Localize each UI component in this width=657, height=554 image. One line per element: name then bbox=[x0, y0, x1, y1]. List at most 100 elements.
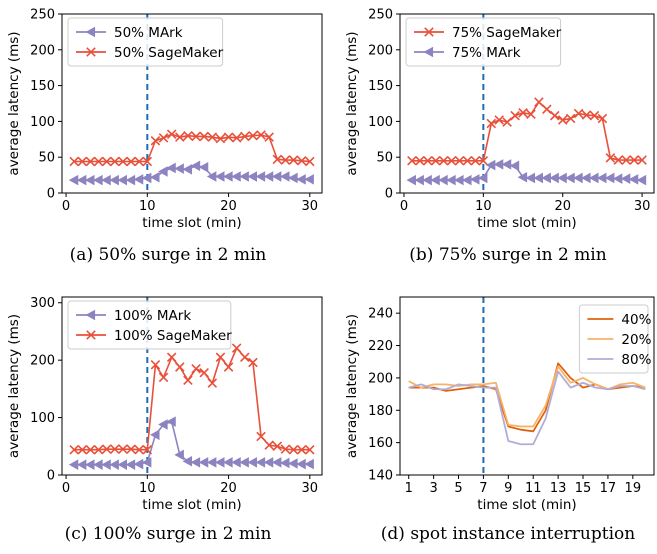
x-tick-label: 0 bbox=[400, 199, 408, 214]
data-point bbox=[166, 352, 177, 363]
data-point-stroke-b bbox=[101, 156, 112, 167]
data-point bbox=[198, 161, 209, 173]
data-point bbox=[199, 368, 209, 378]
data-point bbox=[550, 110, 560, 121]
data-point-stroke-b bbox=[199, 368, 209, 378]
data-point-stroke-b bbox=[158, 133, 169, 143]
panel-1: 0 10 20 30 0 50 100 150 200 250 time slot (min) ave… bbox=[6, 8, 323, 265]
data-point bbox=[446, 174, 456, 186]
data-point bbox=[110, 444, 120, 454]
data-point bbox=[604, 172, 615, 184]
data-point bbox=[541, 172, 551, 184]
data-point-stroke-b bbox=[534, 97, 544, 107]
data-point-stroke-b bbox=[93, 444, 104, 455]
data-point bbox=[589, 110, 600, 121]
x-tick-label: 13 bbox=[550, 481, 567, 496]
data-point bbox=[478, 156, 489, 166]
legend-marker bbox=[85, 26, 96, 38]
data-point bbox=[486, 118, 497, 129]
data-point-stroke-b bbox=[231, 133, 242, 143]
data-point bbox=[126, 156, 136, 167]
data-point bbox=[215, 457, 225, 468]
data-point-stroke-b bbox=[110, 156, 120, 167]
x-tick-label: 5 bbox=[454, 481, 462, 496]
data-point-stroke-b bbox=[77, 156, 88, 167]
legend: 50% MArk 50% SageMaker bbox=[67, 17, 224, 67]
data-point-stroke-b bbox=[407, 156, 417, 166]
data-point-stroke-b bbox=[280, 444, 291, 454]
x-tick-label: 20 bbox=[220, 199, 237, 214]
legend-marker bbox=[423, 46, 434, 58]
data-point bbox=[207, 378, 218, 388]
data-point bbox=[206, 457, 217, 468]
x-tick-label: 7 bbox=[479, 481, 487, 496]
data-point bbox=[557, 172, 567, 184]
data-point bbox=[223, 457, 233, 468]
y-tick-label: 250 bbox=[30, 8, 55, 23]
data-point-stroke-b bbox=[613, 155, 624, 165]
data-point bbox=[126, 444, 136, 454]
y-tick-label: 150 bbox=[368, 79, 393, 94]
x-tick-label: 30 bbox=[302, 199, 319, 214]
data-point-stroke-b bbox=[296, 444, 307, 455]
data-point bbox=[182, 164, 193, 175]
y-tick-label: 200 bbox=[30, 43, 55, 58]
data-point-stroke-b bbox=[502, 117, 512, 127]
data-point bbox=[182, 455, 193, 467]
data-point bbox=[93, 459, 103, 470]
panel-caption: (d) spot instance interruption bbox=[381, 524, 636, 544]
y-tick-label: 200 bbox=[368, 43, 393, 58]
series-line-2 bbox=[74, 347, 310, 451]
data-point bbox=[605, 153, 616, 163]
data-point bbox=[534, 97, 544, 107]
data-point bbox=[191, 131, 201, 142]
data-point bbox=[133, 174, 144, 185]
data-point bbox=[581, 110, 592, 120]
panel-caption: (b) 75% surge in 2 min bbox=[409, 245, 606, 265]
data-point-stroke-b bbox=[256, 431, 266, 442]
data-point bbox=[142, 156, 153, 167]
data-point bbox=[256, 431, 266, 442]
y-tick-label: 220 bbox=[368, 339, 393, 354]
x-tick-label: 9 bbox=[504, 481, 512, 496]
data-point-stroke-b bbox=[142, 444, 153, 455]
legend-box bbox=[578, 304, 649, 374]
data-point bbox=[118, 156, 128, 167]
data-point bbox=[581, 172, 591, 184]
data-point-stroke-b bbox=[134, 156, 144, 167]
data-point bbox=[296, 174, 306, 185]
legend-marker-stroke-b bbox=[86, 47, 96, 57]
data-point bbox=[533, 172, 543, 184]
data-point bbox=[573, 108, 584, 119]
x-axis-label: time slot (min) bbox=[142, 215, 241, 231]
x-axis-label: time slot (min) bbox=[477, 497, 576, 513]
data-point bbox=[264, 440, 274, 450]
data-point bbox=[454, 156, 465, 166]
data-point bbox=[215, 171, 225, 182]
data-point bbox=[494, 115, 504, 125]
data-point bbox=[430, 174, 440, 186]
y-axis-label: average latency (ms) bbox=[344, 31, 360, 175]
data-point bbox=[596, 172, 607, 184]
data-point bbox=[264, 132, 274, 142]
data-point bbox=[406, 174, 416, 186]
data-point bbox=[93, 444, 104, 455]
data-point bbox=[637, 155, 647, 165]
legend-label: 100% SageMaker bbox=[114, 328, 232, 344]
data-point bbox=[485, 159, 496, 171]
data-point bbox=[207, 132, 218, 142]
y-tick-label: 250 bbox=[368, 8, 393, 23]
data-point bbox=[502, 117, 512, 127]
series-line-1 bbox=[408, 362, 646, 433]
panel-2: 0 10 20 30 0 50 100 150 200 250 time slot (min) ave… bbox=[344, 8, 655, 265]
data-point bbox=[288, 155, 299, 165]
data-point-stroke-b bbox=[256, 130, 266, 140]
data-point-stroke-b bbox=[118, 444, 128, 454]
data-point bbox=[247, 171, 258, 182]
data-point-stroke-b bbox=[296, 156, 307, 166]
data-point bbox=[446, 156, 457, 166]
data-point-stroke-b bbox=[470, 156, 481, 166]
data-point bbox=[509, 160, 520, 172]
data-point bbox=[304, 458, 314, 470]
series-line-1 bbox=[411, 101, 643, 162]
